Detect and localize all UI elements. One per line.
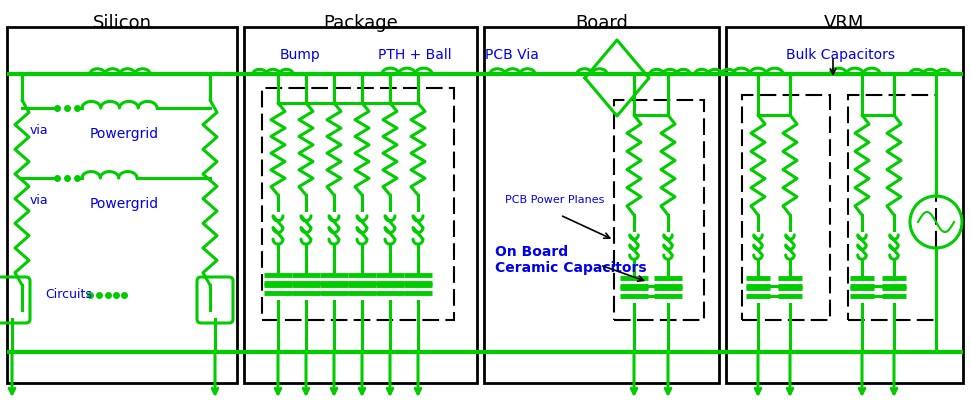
Bar <box>7 27 237 383</box>
Text: Board: Board <box>575 14 628 32</box>
Text: Powergrid: Powergrid <box>90 127 159 141</box>
Bar <box>848 95 936 320</box>
Text: PCB Via: PCB Via <box>486 48 539 62</box>
Text: Bump: Bump <box>280 48 320 62</box>
Text: Silicon: Silicon <box>92 14 151 32</box>
Text: Package: Package <box>323 14 398 32</box>
Text: Bulk Capacitors: Bulk Capacitors <box>786 48 894 62</box>
Text: via: via <box>30 193 49 207</box>
Text: VRM: VRM <box>824 14 865 32</box>
Text: Circuits: Circuits <box>45 288 92 301</box>
Text: PTH + Ball: PTH + Ball <box>378 48 452 62</box>
Bar <box>484 27 719 383</box>
Bar <box>726 27 963 383</box>
Text: On Board
Ceramic Capacitors: On Board Ceramic Capacitors <box>495 245 647 275</box>
Text: via: via <box>30 124 49 137</box>
Bar <box>262 88 454 320</box>
Bar <box>742 95 830 320</box>
Bar <box>244 27 477 383</box>
Bar <box>614 100 704 320</box>
Text: Powergrid: Powergrid <box>90 197 159 211</box>
Text: PCB Power Planes: PCB Power Planes <box>505 195 604 205</box>
